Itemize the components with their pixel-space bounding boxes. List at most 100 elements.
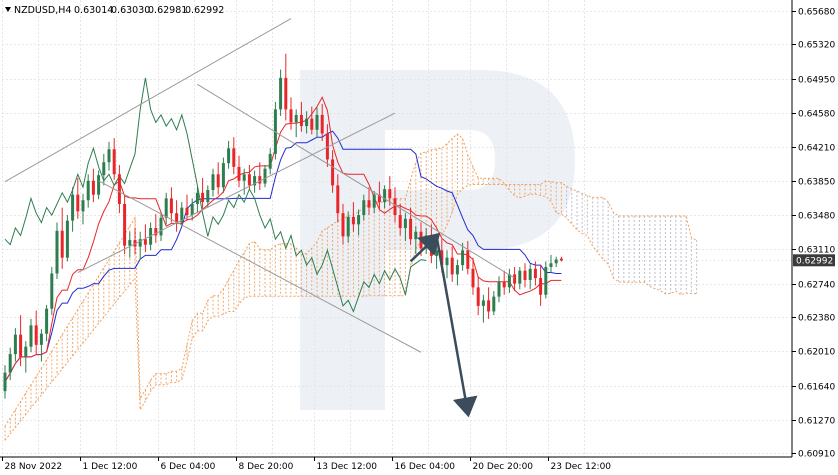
- candles: [3, 53, 563, 399]
- ohlc-low: 0.62981: [148, 5, 187, 16]
- candle: [107, 141, 111, 171]
- candle-body: [331, 159, 335, 186]
- candle: [50, 266, 54, 316]
- candle: [445, 250, 449, 279]
- price-tick-label: 0.62010: [798, 348, 835, 358]
- trend-lines[interactable]: [4, 18, 515, 353]
- current-price-tag: 0.62992: [793, 254, 835, 267]
- candle-body: [383, 189, 387, 203]
- candle: [284, 53, 288, 121]
- candle: [476, 276, 480, 316]
- candle: [273, 101, 277, 160]
- time-tick-label: 16 Dec 04:00: [395, 462, 456, 472]
- forecast-arrows[interactable]: [409, 232, 478, 418]
- candle-body: [19, 334, 23, 357]
- candle: [357, 209, 361, 236]
- candle-body: [466, 250, 470, 269]
- candle: [117, 165, 121, 214]
- candle: [346, 211, 350, 243]
- candle-body: [507, 274, 511, 288]
- candle-body: [143, 239, 147, 245]
- forecast-arrow: [409, 232, 441, 263]
- time-tick-label: 28 Nov 2022: [5, 462, 63, 472]
- candle: [409, 207, 413, 245]
- time-axis[interactable]: 28 Nov 2022 1 Dec 12:00 6 Dec 04:00 8 Dec 2…: [0, 456, 792, 472]
- time-tick-label: 13 Dec 12:00: [317, 462, 378, 472]
- candle: [487, 287, 491, 319]
- candle: [242, 168, 246, 195]
- candle: [24, 341, 28, 373]
- candle-body: [481, 300, 485, 306]
- candle: [263, 165, 267, 188]
- candle-body: [440, 250, 444, 266]
- candle-body: [268, 153, 272, 169]
- candle: [341, 203, 345, 245]
- candle: [13, 328, 17, 362]
- candle: [450, 246, 454, 282]
- price-tick-label: 0.64210: [798, 144, 835, 154]
- candle-body: [258, 176, 262, 184]
- candle: [71, 187, 75, 232]
- candle-body: [554, 259, 558, 264]
- time-tick-label: 23 Dec 12:00: [551, 462, 612, 472]
- candle-body: [123, 203, 127, 246]
- candle: [518, 266, 522, 290]
- candle: [169, 187, 173, 223]
- candle-body: [502, 281, 506, 288]
- candle-body: [351, 216, 355, 225]
- candle: [81, 193, 85, 225]
- candle: [195, 187, 199, 214]
- ohlc-close: 0.62992: [185, 5, 224, 16]
- candle-body: [117, 174, 121, 204]
- candle: [190, 198, 194, 221]
- candle: [34, 310, 38, 355]
- candle: [331, 150, 335, 193]
- candle-body: [367, 200, 371, 208]
- forecast-arrow: [435, 236, 478, 418]
- candle-body: [403, 218, 407, 229]
- time-tick-label: 6 Dec 04:00: [161, 462, 216, 472]
- candle-body: [8, 354, 12, 373]
- candle: [164, 192, 168, 225]
- candle-body: [216, 174, 220, 188]
- candle: [372, 190, 376, 214]
- candle-body: [497, 281, 501, 297]
- candle-body: [388, 189, 392, 199]
- candle: [559, 256, 563, 262]
- candle: [305, 111, 309, 134]
- candle: [549, 254, 553, 273]
- price-tick-label: 0.61270: [798, 417, 835, 427]
- candle-body: [362, 200, 366, 216]
- price-tick-label: 0.64950: [798, 76, 835, 86]
- candle: [97, 170, 101, 200]
- candle-body: [55, 230, 59, 274]
- candle-body: [71, 194, 75, 221]
- candle: [351, 202, 355, 232]
- candle-body: [279, 77, 283, 110]
- candle-body: [409, 218, 413, 240]
- price-tick-label: 0.63110: [798, 246, 835, 256]
- candle: [289, 97, 293, 130]
- candle-body: [65, 220, 69, 258]
- candle-body: [253, 176, 257, 186]
- candle: [232, 137, 236, 175]
- candle-body: [393, 198, 397, 216]
- candle-body: [414, 231, 418, 240]
- price-tick-label: 0.62380: [798, 314, 835, 324]
- kijun-sen-line: [4, 130, 562, 383]
- candle: [180, 202, 184, 227]
- candle: [253, 170, 257, 193]
- candle: [507, 268, 511, 293]
- candle-body: [523, 270, 527, 280]
- candle: [102, 153, 106, 186]
- candle-body: [180, 207, 184, 223]
- price-axis[interactable]: 0.65680 0.65320 0.64950 0.64580 0.64210 0.638…: [791, 0, 835, 460]
- candle-body: [211, 174, 215, 191]
- senkou-span-b: [4, 180, 697, 441]
- candle: [175, 200, 179, 232]
- candle: [528, 264, 532, 290]
- candle-body: [289, 109, 293, 123]
- chevron-down-icon[interactable]: [5, 7, 11, 12]
- ohlc-high: 0.63030: [111, 5, 150, 16]
